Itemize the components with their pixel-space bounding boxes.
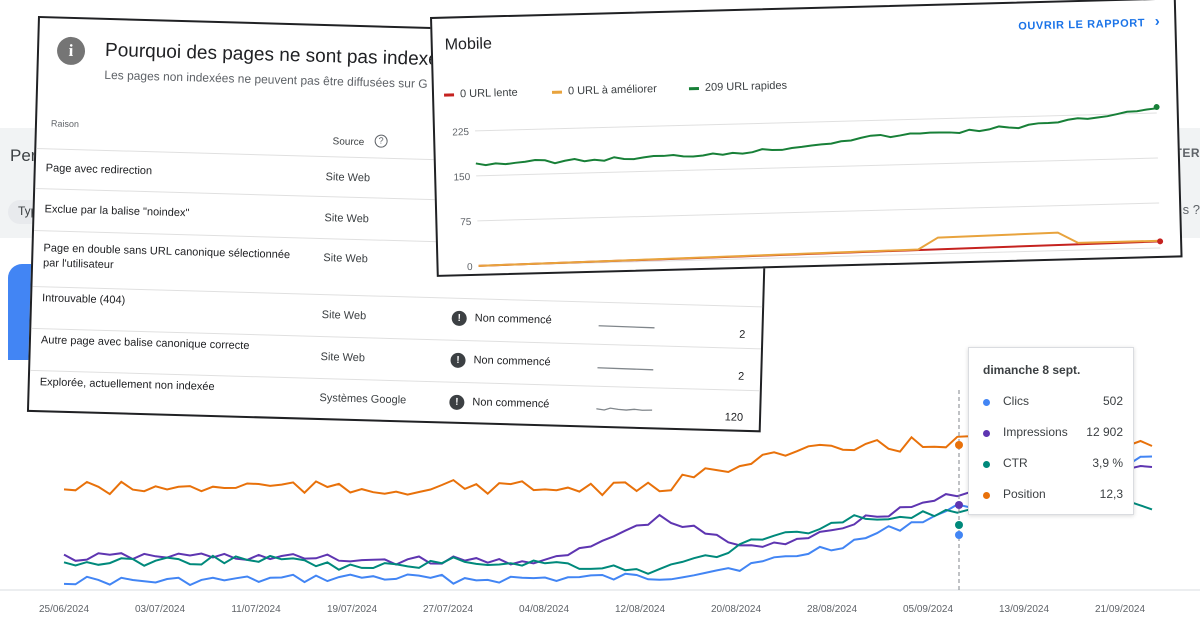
mobile-series-line[interactable] (478, 230, 1161, 267)
column-header-source: Source (332, 136, 365, 149)
row-source: Systèmes Google (319, 392, 407, 407)
clics-legend-dot (983, 399, 990, 406)
x-tick-label: 03/07/2024 (135, 604, 185, 615)
y-tick-label: 225 (452, 127, 469, 138)
ctr-legend-dot (983, 461, 990, 468)
row-reason: Autre page avec balise canonique correct… (40, 334, 250, 353)
card-title: Pourquoi des pages ne sont pas indexée (104, 39, 450, 71)
status-warning-icon: ! (449, 394, 465, 411)
row-sparkline (598, 325, 655, 329)
tooltip-value: 3,9 % (1092, 456, 1123, 470)
gridline (474, 112, 1157, 132)
tooltip-label: Impressions (1003, 425, 1068, 439)
x-tick-label: 21/09/2024 (1095, 604, 1145, 615)
row-sparkline (597, 367, 654, 371)
tooltip-date: dimanche 8 sept. (983, 363, 1081, 377)
performance-title: Per (10, 146, 37, 165)
tooltip-row-position: Position 12,3 (983, 487, 1123, 503)
row-status: Non commencé (472, 396, 550, 411)
tooltip-label: CTR (1003, 456, 1028, 470)
mobile-cwv-card: Mobile OUVRIR LE RAPPORT › 0 URL lente 0… (430, 0, 1183, 277)
gridline (477, 202, 1160, 222)
impressions-legend-dot (983, 430, 990, 437)
mobile-chart: 07515022528/06/202410/07/202421/07/20240… (452, 104, 1164, 275)
position-legend-dot (983, 492, 990, 499)
row-source: Site Web (323, 252, 368, 266)
export-button[interactable]: TER (1174, 146, 1200, 160)
series-end-point (1157, 238, 1164, 245)
row-status: Non commencé (473, 354, 551, 369)
x-tick-label: 20/08/2024 (711, 604, 761, 615)
tooltip-value: 12 902 (1086, 425, 1123, 439)
x-tick-label: 27/07/2024 (423, 604, 473, 615)
table-row[interactable]: Autre page avec balise canonique correct… (30, 327, 762, 391)
chart-tooltip: dimanche 8 sept. Clics 502 Impressions 1… (968, 347, 1134, 515)
row-reason: Explorée, actuellement non indexée (39, 376, 215, 394)
row-count: 2 (737, 370, 745, 383)
x-tick-label: 13/09/2024 (999, 604, 1049, 615)
x-tick-label: 04/08/2024 (519, 604, 569, 615)
hover-point (955, 531, 963, 539)
row-count: 120 (724, 411, 744, 424)
row-reason: Introuvable (404) (41, 292, 126, 307)
tooltip-row-clics: Clics 502 (983, 394, 1123, 410)
mobile-series-line[interactable] (475, 107, 1158, 167)
row-reason: Page avec redirection (45, 162, 153, 178)
hover-point (955, 521, 963, 529)
row-reason: Page en double sans URL canonique sélect… (42, 242, 291, 272)
x-tick-label: 25/06/2024 (39, 604, 89, 615)
tooltip-label: Clics (1003, 394, 1029, 408)
table-row[interactable]: Introuvable (404) Site Web ! Non commenc… (31, 285, 763, 349)
tooltip-value: 502 (1102, 394, 1123, 408)
row-source: Site Web (324, 212, 370, 226)
row-source: Site Web (325, 171, 371, 185)
x-tick-label: 11/07/2024 (231, 604, 281, 615)
tooltip-row-impressions: Impressions 12 902 (983, 425, 1123, 441)
info-icon: i (56, 36, 86, 66)
tooltip-value: 12,3 (1099, 487, 1123, 501)
row-source: Site Web (321, 309, 367, 323)
status-warning-icon: ! (451, 310, 467, 327)
y-tick-label: 150 (453, 172, 470, 183)
help-note[interactable]: s ? (1182, 202, 1200, 217)
row-status: Non commencé (474, 312, 552, 327)
card-subtitle: Les pages non indexées ne peuvent pas êt… (104, 67, 428, 91)
row-sparkline (596, 407, 653, 411)
hover-point (955, 501, 963, 509)
y-tick-label: 75 (460, 217, 472, 228)
x-tick-label: 12/08/2024 (615, 604, 665, 615)
row-reason: Exclue par la balise "noindex" (44, 203, 190, 220)
gridline (476, 157, 1158, 177)
row-count: 2 (739, 328, 746, 341)
tooltip-row-ctr: CTR 3,9 % (983, 456, 1123, 472)
tooltip-label: Position (1003, 487, 1046, 501)
x-tick-label: 19/07/2024 (327, 604, 377, 615)
indexing-reasons-card: i Pourquoi des pages ne sont pas indexée… (26, 16, 772, 433)
series-end-point (1153, 104, 1160, 111)
row-source: Site Web (320, 351, 366, 365)
gridline (478, 247, 1161, 267)
hover-point (955, 441, 963, 449)
y-tick-label: 0 (467, 262, 473, 273)
status-warning-icon: ! (450, 352, 466, 369)
help-icon[interactable]: ? (374, 134, 388, 148)
column-header-raison: Raison (50, 118, 80, 130)
x-tick-label: 05/09/2024 (903, 604, 953, 615)
x-tick-label: 28/08/2024 (807, 604, 857, 615)
table-row[interactable]: Explorée, actuellement non indexée Systè… (28, 369, 760, 431)
